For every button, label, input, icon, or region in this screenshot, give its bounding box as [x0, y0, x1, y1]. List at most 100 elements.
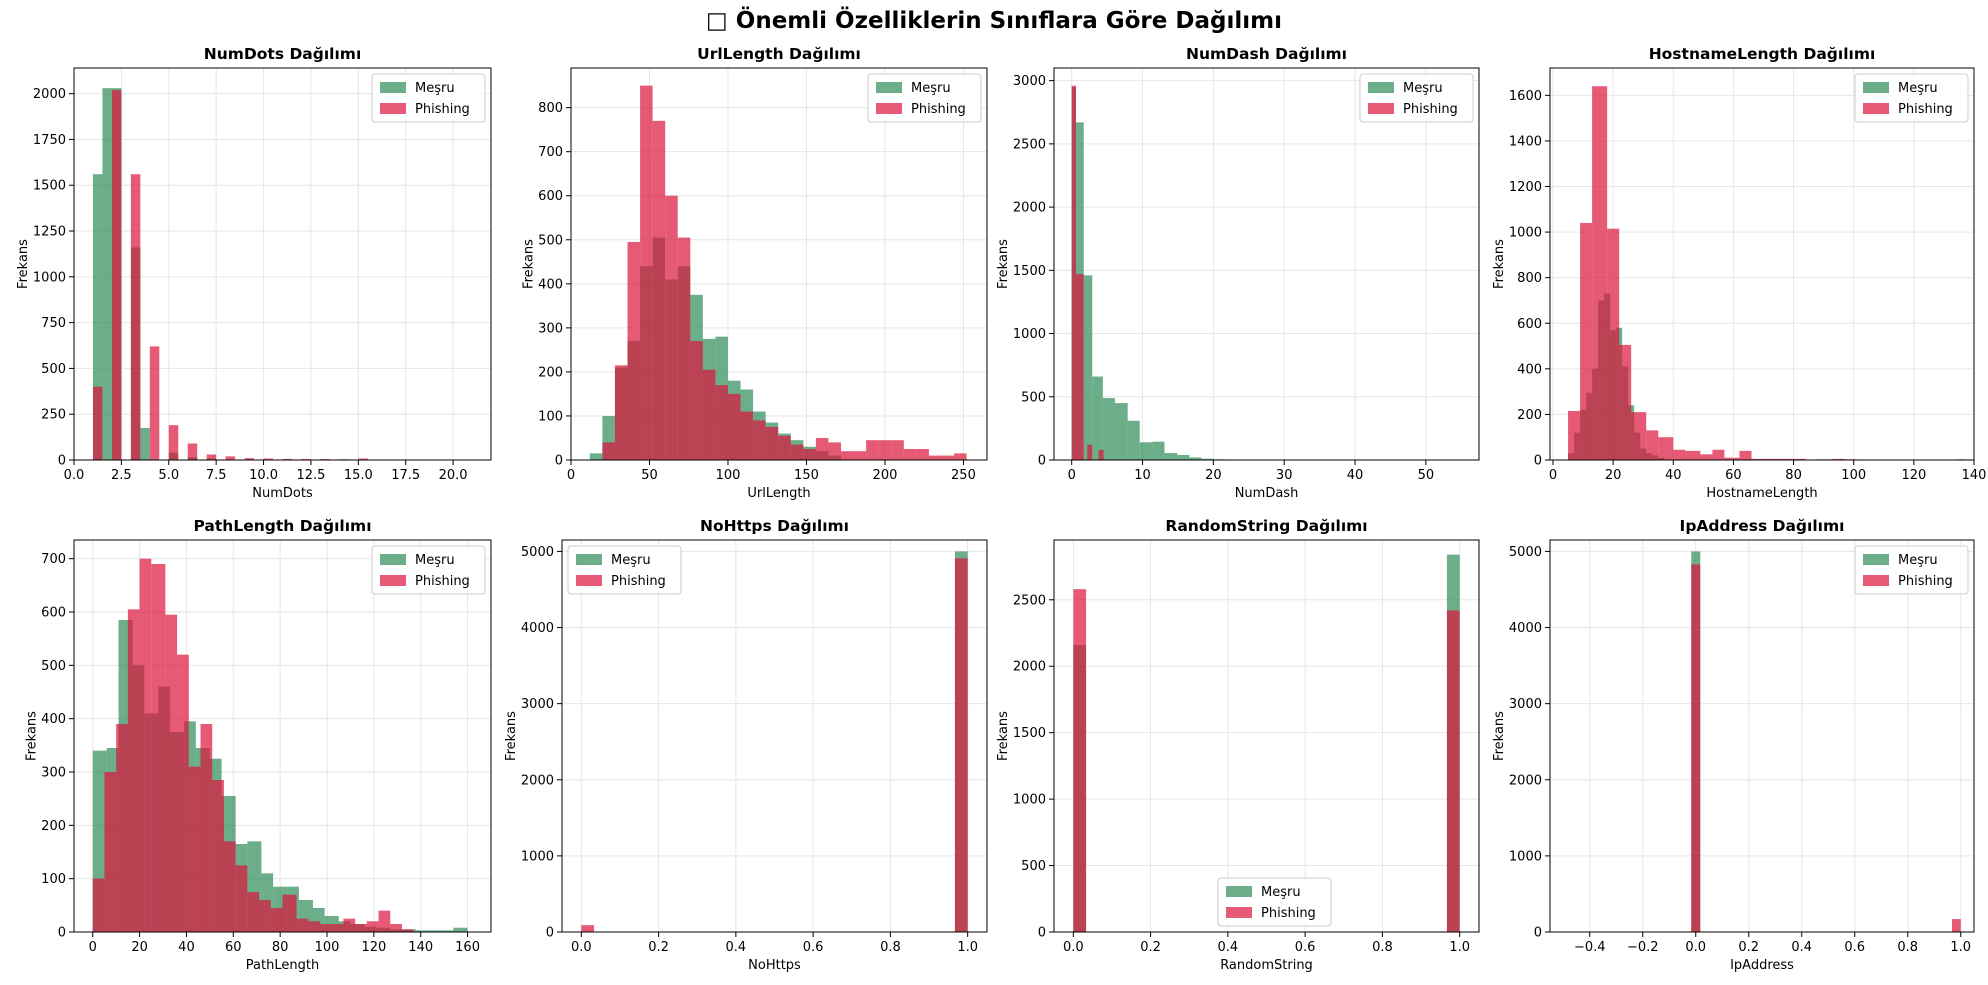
y-tick-label: 1750 — [33, 133, 66, 148]
histogram-bar — [815, 437, 829, 460]
histogram-bar — [223, 841, 236, 932]
series-phishing — [602, 85, 967, 460]
x-tick-label: 160 — [455, 940, 480, 955]
histogram-bar — [1177, 454, 1190, 460]
histogram-bar — [235, 865, 248, 932]
x-tick-label: 0.6 — [803, 940, 824, 955]
subplot-title: NumDash Dağılımı — [1186, 45, 1347, 63]
y-tick-label: 2000 — [33, 87, 66, 102]
histogram-bar — [1751, 458, 1767, 460]
histogram-bar — [270, 908, 283, 932]
x-tick-label: 20 — [131, 940, 148, 955]
subplot-pathlength: 0 20 40 60 80 100 120 140 160 0 100 200 300 400 500 600… — [24, 517, 492, 973]
histogram-bar — [614, 365, 628, 460]
histogram-bar — [1832, 458, 1845, 460]
x-tick-label: 40 — [178, 940, 195, 955]
histogram-bar — [111, 89, 122, 460]
series-phishing — [92, 89, 368, 461]
subplot-ipaddress: −0.4 −0.2 0.0 0.2 0.4 0.6 0.8 1.0 0 1000 2000 3000 4… — [1492, 517, 1975, 973]
histogram-bar — [358, 458, 368, 460]
subplot-title: UrlLength Dağılımı — [697, 45, 861, 63]
histogram-bar — [390, 924, 402, 932]
y-tick-label: 750 — [41, 316, 66, 331]
histogram-bar — [1446, 610, 1460, 932]
histogram-bar — [140, 427, 150, 460]
x-tick-label: 40 — [1347, 468, 1364, 483]
legend-swatch — [380, 82, 406, 93]
subplot-numdots: 0.0 2.5 5.0 7.5 10.0 12.5 15.0 17.5 20.0 0 250 500 7… — [16, 45, 492, 501]
legend-label: Phishing — [911, 102, 966, 117]
legend-label: Meşru — [1403, 81, 1443, 96]
legend: Meşru Phishing — [371, 73, 486, 123]
legend-label: Phishing — [1898, 102, 1953, 117]
subplot-title: NoHttps Dağılımı — [700, 517, 849, 535]
histogram-bar — [665, 195, 678, 460]
y-tick-label: 700 — [41, 552, 66, 567]
x-axis-label: NumDots — [252, 486, 313, 501]
y-tick-label: 500 — [1021, 390, 1046, 405]
y-tick-label: 100 — [41, 872, 66, 887]
y-tick-label: 1000 — [1013, 327, 1046, 342]
x-tick-label: 250 — [951, 468, 976, 483]
y-tick-label: 250 — [41, 408, 66, 423]
histogram-bar — [715, 385, 728, 460]
y-tick-label: 0 — [58, 454, 66, 469]
histogram-bar — [92, 386, 103, 460]
x-axis-label: PathLength — [246, 958, 319, 973]
histogram-bar — [1724, 457, 1740, 460]
histogram-bar — [1673, 449, 1686, 460]
y-tick-label: 400 — [1517, 362, 1542, 377]
x-tick-label: 120 — [1901, 468, 1926, 483]
histogram-bar — [149, 346, 160, 460]
y-tick-label: 2000 — [521, 773, 554, 788]
histogram-bar — [116, 724, 128, 932]
x-tick-label: 60 — [225, 940, 242, 955]
y-tick-label: 0 — [1038, 454, 1046, 469]
histogram-bar — [1619, 344, 1632, 460]
histogram-bar — [1073, 589, 1087, 932]
histogram-bar — [244, 458, 255, 460]
histogram-bar — [1952, 919, 1961, 932]
x-tick-label: 1.0 — [1449, 940, 1470, 955]
histogram-bar — [941, 455, 955, 460]
x-tick-label: 200 — [873, 468, 898, 483]
histogram-bar — [916, 448, 929, 460]
histogram-bar — [1102, 398, 1115, 460]
y-axis-label: Frekans — [16, 239, 31, 289]
x-tick-label: 0.4 — [1218, 940, 1239, 955]
series-legit — [1073, 554, 1460, 932]
legend-swatch — [380, 575, 406, 586]
histogram-bar — [319, 924, 332, 932]
subplot-nohttps: 0.0 0.2 0.4 0.6 0.8 1.0 0 1000 2000 3000 4000 5000 N… — [504, 517, 988, 973]
histogram-bar — [581, 925, 595, 932]
y-tick-label: 2000 — [1013, 660, 1046, 675]
x-tick-label: 10.0 — [249, 468, 278, 483]
x-tick-label: 0 — [1068, 468, 1076, 483]
histogram-bar — [92, 878, 105, 932]
y-tick-label: 2500 — [1013, 137, 1046, 152]
x-tick-label: 0.4 — [726, 940, 747, 955]
legend-label: Meşru — [1898, 81, 1938, 96]
histogram-bar — [903, 448, 917, 460]
histogram-bar — [778, 435, 791, 460]
y-tick-label: 800 — [1517, 271, 1542, 286]
x-tick-label: 0.8 — [1897, 940, 1918, 955]
histogram-bar — [1646, 430, 1659, 460]
histogram-bar — [441, 930, 454, 932]
x-tick-label: 0.4 — [1791, 940, 1812, 955]
histogram-bar — [1607, 228, 1620, 460]
legend: Meşru Phishing — [1854, 545, 1969, 595]
x-tick-label: 0.0 — [64, 468, 85, 483]
y-tick-label: 400 — [538, 277, 563, 292]
series-phishing — [1073, 589, 1460, 932]
x-tick-label: 0.8 — [1372, 940, 1393, 955]
histogram-bar — [225, 456, 236, 460]
x-tick-label: 0 — [1549, 468, 1557, 483]
x-tick-label: 100 — [716, 468, 741, 483]
histogram-bar — [416, 930, 428, 932]
histogram-bar — [740, 411, 754, 460]
y-tick-label: 4000 — [1509, 621, 1542, 636]
y-axis-label: Frekans — [504, 711, 519, 761]
x-tick-label: −0.4 — [1574, 940, 1606, 955]
y-tick-label: 2500 — [1013, 593, 1046, 608]
